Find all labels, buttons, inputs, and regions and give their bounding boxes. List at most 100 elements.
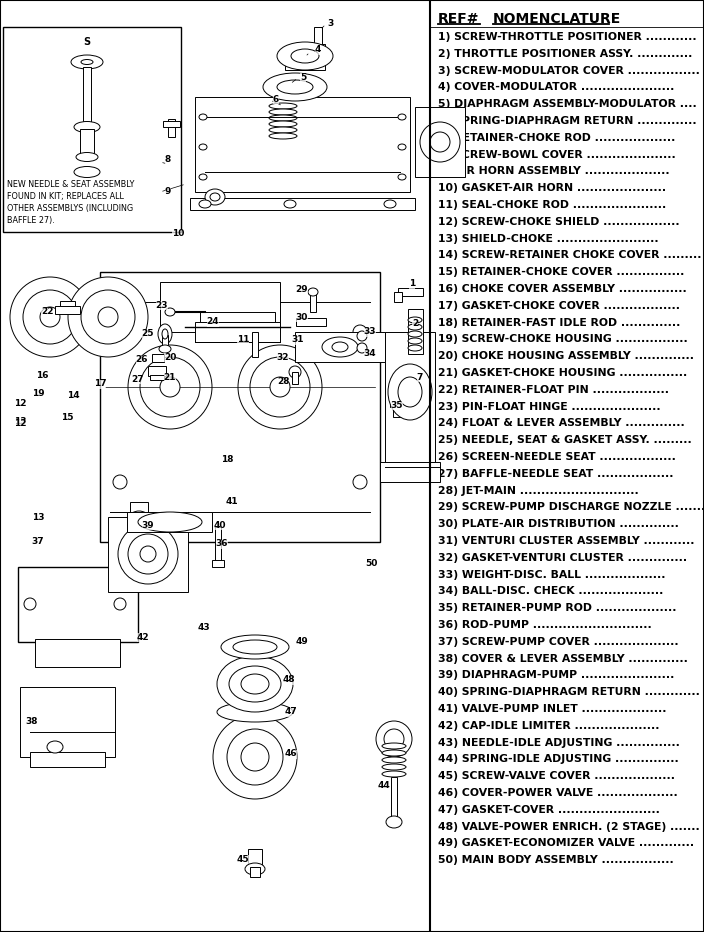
Ellipse shape [23, 290, 77, 344]
Text: 13) SHIELD-CHOKE ........................: 13) SHIELD-CHOKE .......................… [438, 234, 659, 243]
Text: 31) VENTURI CLUSTER ASSEMBLY ............: 31) VENTURI CLUSTER ASSEMBLY ...........… [438, 536, 695, 546]
Ellipse shape [284, 200, 296, 208]
Ellipse shape [165, 308, 175, 316]
Ellipse shape [386, 816, 402, 828]
Text: 38) COVER & LEVER ASSEMBLY ..............: 38) COVER & LEVER ASSEMBLY .............… [438, 653, 688, 664]
Ellipse shape [74, 121, 100, 132]
Text: 23) PIN-FLOAT HINGE .....................: 23) PIN-FLOAT HINGE ....................… [438, 402, 661, 412]
Bar [100, 272, 380, 542]
Ellipse shape [420, 122, 460, 162]
Bar [83, 67, 91, 122]
Ellipse shape [199, 144, 207, 150]
Text: 44: 44 [377, 780, 391, 789]
Ellipse shape [138, 512, 202, 532]
Text: 41: 41 [226, 498, 239, 506]
Text: 37) SCREW-PUMP COVER ....................: 37) SCREW-PUMP COVER ...................… [438, 637, 679, 647]
Ellipse shape [291, 49, 319, 63]
Bar [108, 517, 188, 592]
Ellipse shape [241, 743, 269, 771]
Text: 9) AIR HORN ASSEMBLY ....................: 9) AIR HORN ASSEMBLY ...................… [438, 167, 670, 176]
Text: 18: 18 [221, 456, 233, 464]
Ellipse shape [408, 345, 422, 351]
Ellipse shape [217, 656, 293, 712]
Ellipse shape [277, 80, 313, 94]
Ellipse shape [353, 475, 367, 489]
Ellipse shape [118, 524, 178, 584]
Text: 21) GASKET-CHOKE HOUSING ................: 21) GASKET-CHOKE HOUSING ...............… [438, 368, 687, 378]
Bar [55, 306, 80, 314]
Text: 12: 12 [14, 419, 26, 429]
Text: OTHER ASSEMBLYS (INCLUDING: OTHER ASSEMBLYS (INCLUDING [7, 204, 133, 213]
Ellipse shape [199, 174, 207, 180]
Ellipse shape [263, 73, 327, 101]
Bar [130, 502, 148, 517]
Text: 33: 33 [364, 327, 376, 336]
Bar [415, 107, 465, 177]
Bar [394, 292, 402, 302]
Ellipse shape [408, 324, 422, 330]
Bar [195, 322, 280, 342]
Text: 26) SCREEN-NEEDLE SEAT ..................: 26) SCREEN-NEEDLE SEAT .................… [438, 452, 676, 462]
Text: 5) DIAPHRAGM ASSEMBLY-MODULATOR ....: 5) DIAPHRAGM ASSEMBLY-MODULATOR .... [438, 99, 697, 109]
Text: 18) RETAINER-FAST IDLE ROD ..............: 18) RETAINER-FAST IDLE ROD .............… [438, 318, 681, 328]
Ellipse shape [382, 750, 406, 756]
Bar [248, 849, 262, 867]
Text: REF#: REF# [438, 12, 479, 26]
Bar [215, 527, 221, 562]
Text: 25) NEEDLE, SEAT & GASKET ASSY. .........: 25) NEEDLE, SEAT & GASKET ASSY. ........… [438, 435, 692, 445]
Bar [30, 752, 105, 767]
Text: 25: 25 [142, 330, 154, 338]
Ellipse shape [238, 345, 322, 429]
Text: 35: 35 [391, 401, 403, 409]
Ellipse shape [382, 757, 406, 763]
Ellipse shape [384, 200, 396, 208]
Ellipse shape [113, 475, 127, 489]
Text: 4) COVER-MODULATOR ......................: 4) COVER-MODULATOR .....................… [438, 82, 674, 92]
Ellipse shape [159, 345, 171, 353]
Bar [390, 397, 408, 407]
Text: 46: 46 [284, 749, 297, 759]
Text: 17) GASKET-CHOKE COVER ..................: 17) GASKET-CHOKE COVER .................… [438, 301, 680, 310]
Bar [200, 312, 275, 322]
Text: 47) GASKET-COVER ........................: 47) GASKET-COVER .......................… [438, 805, 660, 815]
Text: 48: 48 [283, 676, 295, 684]
Bar [311, 44, 325, 49]
Bar [391, 777, 397, 817]
Text: 27: 27 [132, 375, 144, 383]
Bar [250, 867, 260, 877]
Ellipse shape [357, 343, 367, 353]
Bar [408, 309, 423, 354]
Text: 31: 31 [291, 336, 304, 345]
Bar [168, 119, 175, 137]
Ellipse shape [217, 702, 293, 722]
Bar [292, 372, 298, 384]
Text: 29: 29 [296, 284, 308, 294]
Text: 50: 50 [365, 559, 377, 569]
Ellipse shape [308, 288, 318, 296]
Text: 32) GASKET-VENTURI CLUSTER ..............: 32) GASKET-VENTURI CLUSTER .............… [438, 553, 687, 563]
Ellipse shape [398, 114, 406, 120]
Ellipse shape [269, 127, 297, 133]
Ellipse shape [277, 42, 333, 70]
Bar [398, 288, 423, 296]
Ellipse shape [40, 307, 60, 327]
Ellipse shape [128, 345, 212, 429]
Ellipse shape [76, 153, 98, 161]
Text: 36) ROD-PUMP ............................: 36) ROD-PUMP ...........................… [438, 620, 652, 630]
Text: 48) VALVE-POWER ENRICH. (2 STAGE) .......: 48) VALVE-POWER ENRICH. (2 STAGE) ......… [438, 822, 700, 831]
Ellipse shape [245, 863, 265, 875]
Ellipse shape [130, 511, 148, 523]
Text: 28: 28 [277, 377, 289, 387]
Text: 29) SCREW-PUMP DISCHARGE NOZZLE .......: 29) SCREW-PUMP DISCHARGE NOZZLE ....... [438, 502, 704, 513]
Bar [314, 27, 322, 45]
Ellipse shape [81, 290, 135, 344]
Ellipse shape [332, 342, 348, 352]
Ellipse shape [376, 721, 412, 757]
Text: BAFFLE 27).: BAFFLE 27). [7, 216, 55, 225]
Ellipse shape [408, 331, 422, 337]
Text: 15) RETAINER-CHOKE COVER ................: 15) RETAINER-CHOKE COVER ...............… [438, 267, 684, 277]
Text: 16: 16 [36, 372, 49, 380]
Bar [163, 121, 180, 127]
Text: 30) PLATE-AIR DISTRIBUTION ..............: 30) PLATE-AIR DISTRIBUTION .............… [438, 519, 679, 529]
Bar [127, 512, 212, 532]
